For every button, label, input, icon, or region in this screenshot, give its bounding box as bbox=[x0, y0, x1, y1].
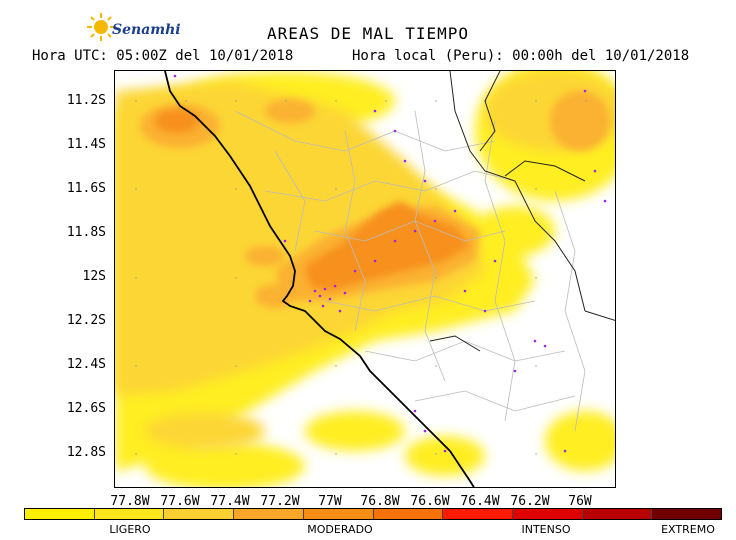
longitude-label: 77.8W bbox=[110, 494, 150, 509]
longitude-label: 76.4W bbox=[460, 494, 500, 509]
latitude-label: 11.6S bbox=[66, 181, 106, 196]
legend-swatch bbox=[234, 509, 304, 519]
legend-swatch bbox=[25, 509, 95, 519]
latitude-label: 12.4S bbox=[66, 357, 106, 372]
weather-map-canvas bbox=[115, 71, 615, 487]
legend-swatch bbox=[652, 509, 722, 519]
latitude-label: 12.2S bbox=[66, 313, 106, 328]
longitude-label: 76.2W bbox=[510, 494, 550, 509]
legend-label: INTENSO bbox=[521, 523, 571, 536]
local-time: Hora local (Peru): 00:00h del 10/01/2018 bbox=[352, 48, 690, 64]
longitude-label: 76.6W bbox=[410, 494, 450, 509]
coastline bbox=[164, 71, 475, 487]
latitude-label: 12S bbox=[82, 269, 106, 284]
longitude-label: 76W bbox=[568, 494, 592, 509]
legend-swatch bbox=[512, 509, 583, 519]
map-title: AREAS DE MAL TIEMPO bbox=[266, 24, 470, 43]
moderado-area bbox=[155, 109, 470, 291]
latitude-label: 11.4S bbox=[66, 137, 106, 152]
legend-swatch bbox=[164, 509, 235, 519]
district-boundaries bbox=[234, 110, 586, 432]
longitude-label: 77W bbox=[318, 494, 342, 509]
legend-label: EXTREMO bbox=[661, 523, 715, 536]
legend-label: MODERADO bbox=[307, 523, 373, 536]
legend-swatch bbox=[373, 509, 444, 519]
senamhi-logo: Senamhi bbox=[86, 10, 181, 44]
longitude-label: 77.2W bbox=[260, 494, 300, 509]
legend-label: LIGERO bbox=[109, 523, 151, 536]
logo-text: Senamhi bbox=[112, 22, 181, 38]
latitude-label: 12.8S bbox=[66, 445, 106, 460]
grid bbox=[135, 100, 587, 455]
utc-time: Hora UTC: 05:00Z del 10/01/2018 bbox=[32, 48, 294, 64]
longitude-label: 77.6W bbox=[160, 494, 200, 509]
latitude-label: 11.2S bbox=[66, 93, 106, 108]
legend-swatch bbox=[582, 509, 653, 519]
longitude-label: 77.4W bbox=[210, 494, 250, 509]
region-borders bbox=[429, 71, 615, 352]
legend-color-bar bbox=[24, 508, 722, 520]
latitude-label: 11.8S bbox=[66, 225, 106, 240]
latitude-label: 12.6S bbox=[66, 401, 106, 416]
legend-swatch bbox=[94, 509, 165, 519]
legend-swatch bbox=[443, 509, 513, 519]
stations bbox=[173, 74, 607, 453]
longitude-label: 76.8W bbox=[360, 494, 400, 509]
sun-icon bbox=[87, 13, 115, 41]
weather-map bbox=[114, 70, 616, 488]
legend-swatch bbox=[303, 509, 374, 519]
